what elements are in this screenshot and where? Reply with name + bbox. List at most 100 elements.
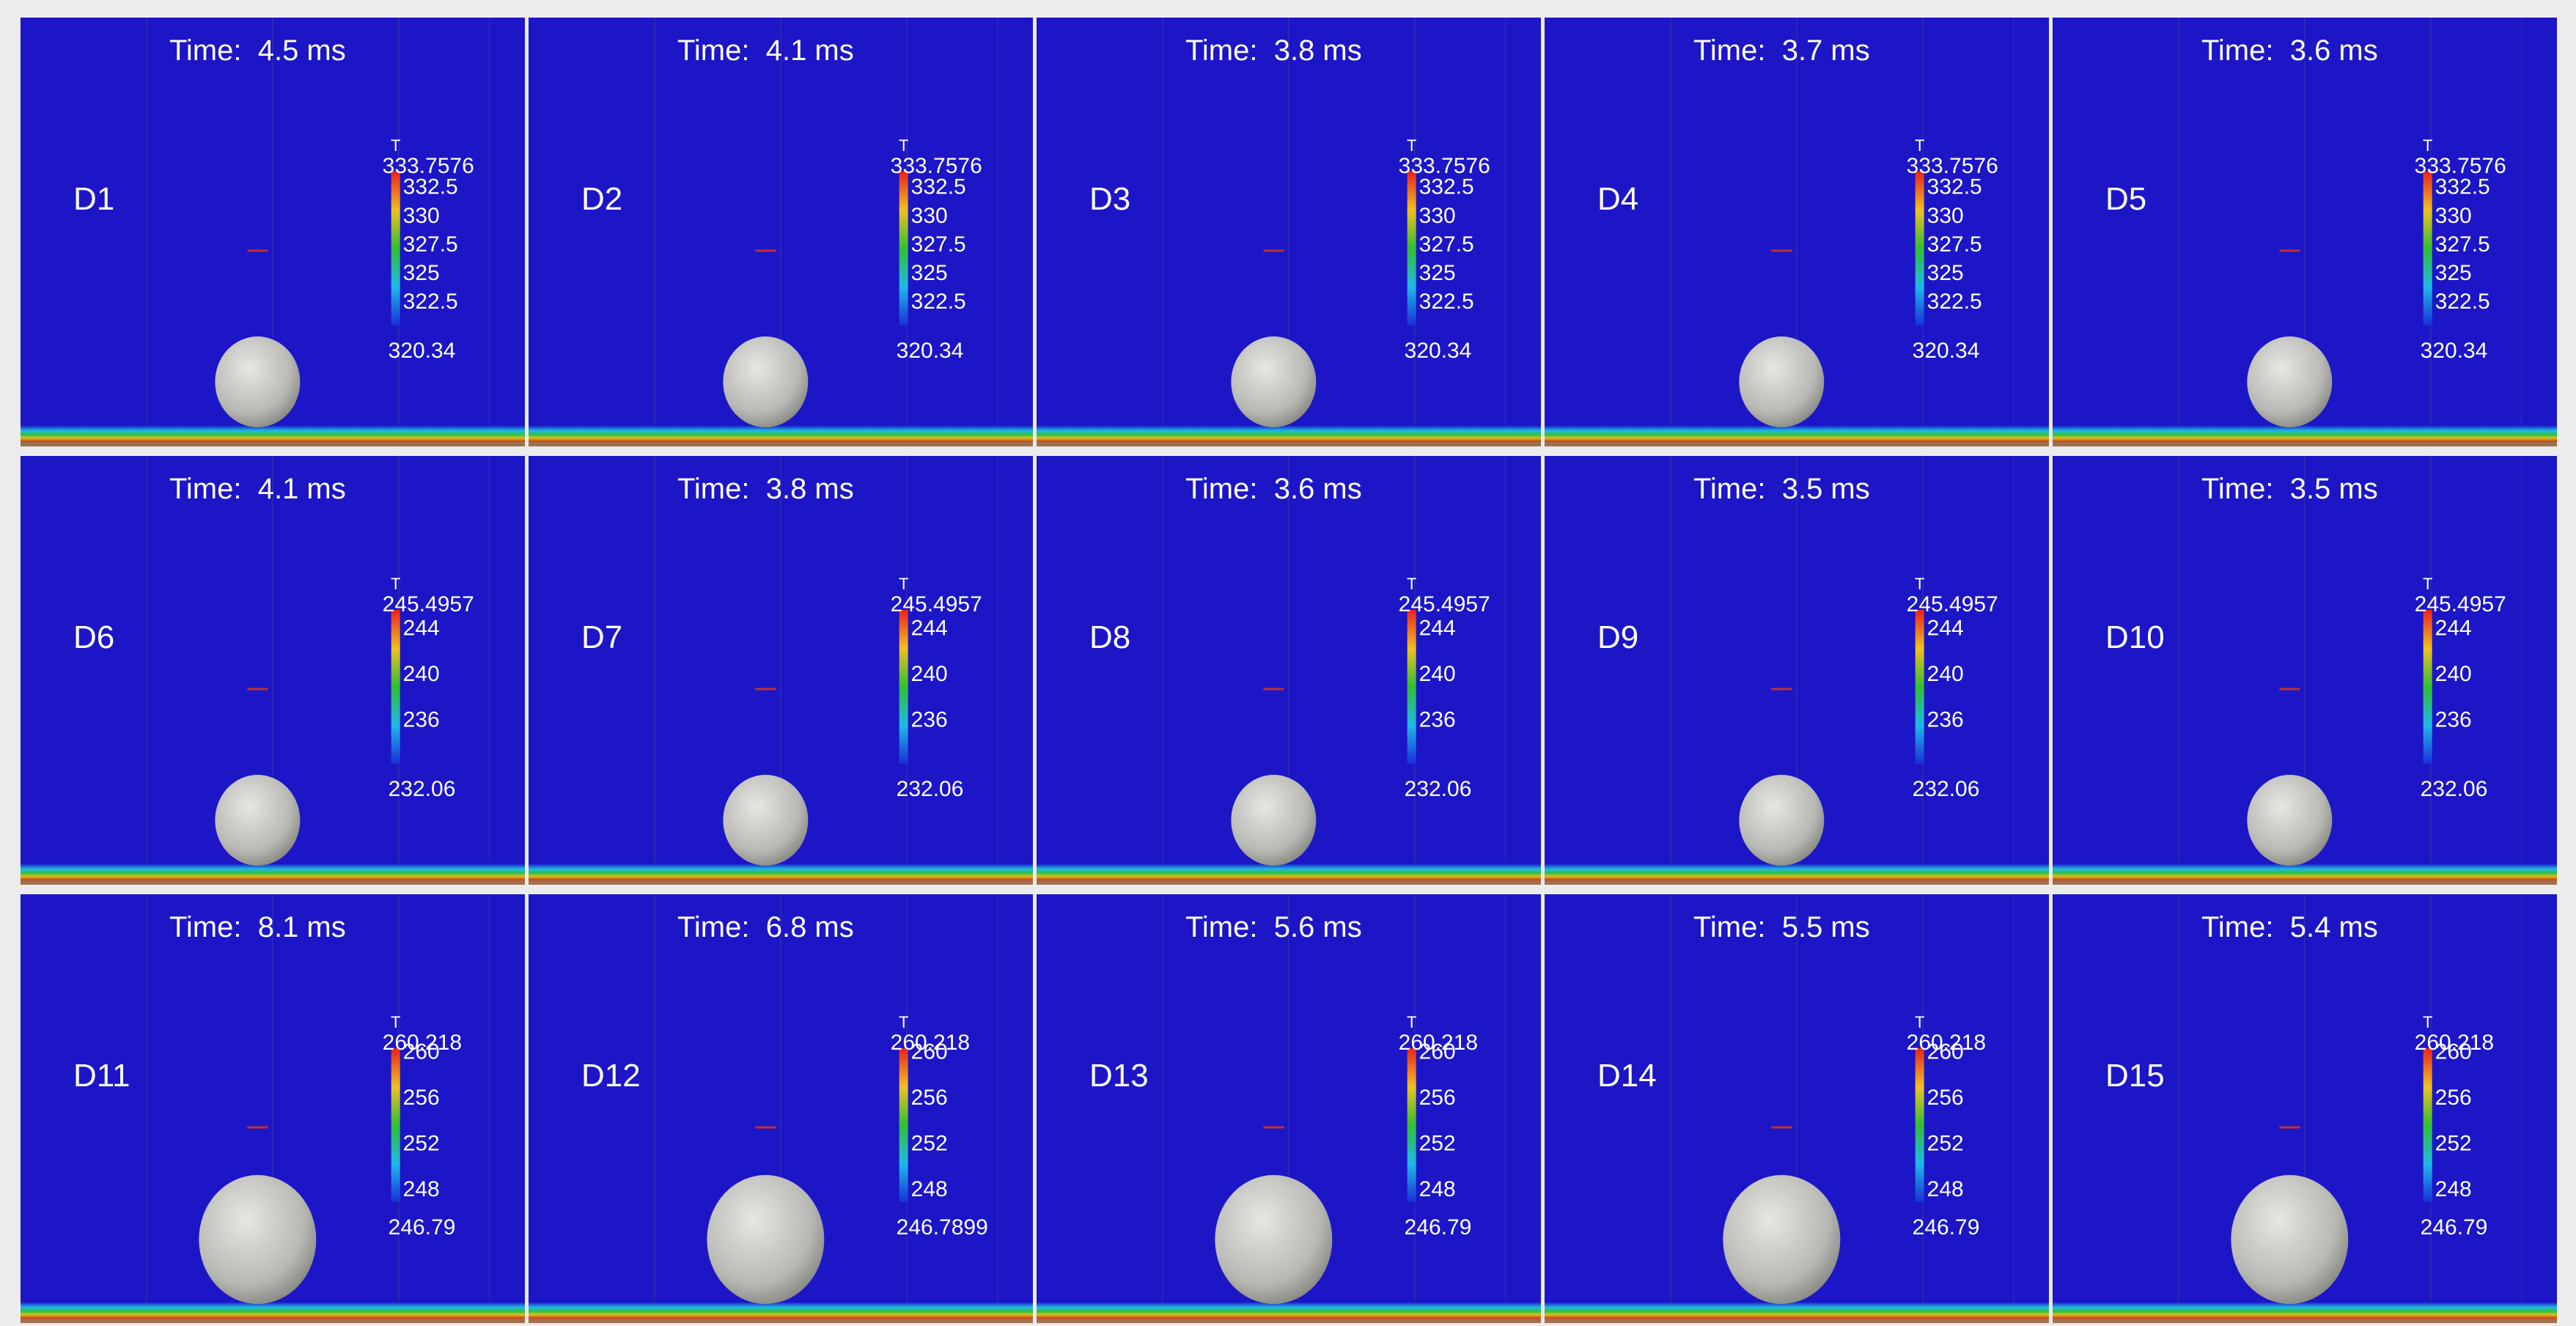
droplet [1739,336,1825,427]
colorbar [1407,610,1416,764]
colorbar-tick-label: 322.5 [403,290,458,314]
colorbar-title: T [899,136,908,155]
time-label: Time: 5.6 ms [1185,911,1362,943]
colorbar-tick-label: 256 [911,1086,948,1110]
colorbar-min: 246.7899 [897,1215,988,1240]
colorbar-title: T [1407,136,1416,155]
colorbar [1915,1048,1924,1202]
case-label: D8 [1089,619,1130,655]
colorbar-min: 246.79 [1405,1215,1472,1240]
substrate [1545,442,2049,446]
substrate [2053,880,2557,885]
colorbar-tick-label: 240 [911,662,948,686]
colorbar [2423,172,2432,325]
colorbar [391,172,400,325]
colorbar-title: T [2423,1013,2432,1031]
droplet [707,1175,825,1304]
substrate [2053,1319,2557,1323]
thermal-layer [1037,1303,1541,1319]
colorbar-max: 260.218 [1907,1031,1986,1055]
colorbar-max: 245.4957 [1907,592,1998,616]
colorbar-max: 333.7576 [1907,154,1998,178]
colorbar-tick-label: 260 [1419,1039,1456,1064]
colorbar-title: T [391,1013,400,1031]
time-label: Time: 3.8 ms [1185,34,1362,67]
colorbar-tick-label: 248 [911,1177,948,1201]
substrate [21,442,525,446]
colorbar-tick-label: 332.5 [1927,175,1982,199]
case-label: D4 [1597,181,1638,217]
colorbar-min: 246.79 [1913,1215,1980,1240]
colorbar [899,610,908,764]
colorbar-title: T [391,136,400,155]
colorbar-tick-label: 325 [1927,261,1964,285]
colorbar-tick-label: 260 [403,1039,440,1064]
colorbar-tick-label: 332.5 [2435,175,2490,199]
colorbar-tick-label: 322.5 [2435,290,2490,314]
thermal-layer [2053,864,2557,880]
droplet [215,775,301,866]
colorbar-min: 320.34 [897,339,964,363]
droplet [723,336,809,427]
droplet [1231,336,1317,427]
colorbar-max: 260.218 [2415,1031,2494,1055]
thermal-layer [529,864,1033,880]
case-label: D7 [581,619,622,655]
colorbar-tick-label: 325 [403,261,440,285]
colorbar-tick-label: 236 [1419,707,1456,732]
colorbar-tick-label: 252 [2435,1132,2472,1156]
substrate [1037,1319,1541,1323]
substrate [2053,442,2557,446]
substrate [529,880,1033,885]
colorbar-tick-label: 327.5 [2435,232,2490,257]
colorbar-tick-label: 325 [1419,261,1456,285]
colorbar-max: 333.7576 [383,154,474,178]
colorbar-tick-label: 244 [911,616,948,640]
substrate [529,1319,1033,1323]
colorbar-title: T [1915,575,1924,593]
colorbar-tick-label: 330 [1419,204,1456,228]
colorbar-tick-label: 260 [1927,1039,1964,1064]
colorbar-min: 232.06 [2421,777,2488,801]
colorbar-tick-label: 248 [2435,1177,2472,1201]
colorbar-tick-label: 322.5 [1419,290,1474,314]
colorbar-tick-label: 332.5 [1419,175,1474,199]
colorbar-tick-label: 327.5 [403,232,458,257]
colorbar-tick-label: 256 [1419,1086,1456,1110]
droplet [199,1175,317,1304]
colorbar-tick-label: 252 [1419,1132,1456,1156]
colorbar-max: 245.4957 [891,592,982,616]
droplet [2231,1175,2349,1304]
colorbar [1407,1048,1416,1202]
colorbar-tick-label: 327.5 [1927,232,1982,257]
droplet [2247,336,2333,427]
colorbar-tick-label: 236 [1927,707,1964,732]
colorbar-min: 232.06 [1913,777,1980,801]
substrate [1037,880,1541,885]
colorbar-tick-label: 327.5 [1419,232,1474,257]
colorbar-tick-label: 240 [1419,662,1456,686]
case-label: D11 [73,1058,130,1094]
colorbar-max: 260.218 [1399,1031,1478,1055]
substrate [1545,880,2049,885]
case-label: D12 [581,1058,641,1094]
droplet [1739,775,1825,866]
time-label: Time: 8.1 ms [169,911,346,943]
colorbar-tick-label: 256 [2435,1086,2472,1110]
thermal-layer [1545,1303,2049,1319]
colorbar-tick-label: 260 [911,1039,948,1064]
colorbar-tick-label: 252 [911,1132,948,1156]
colorbar-tick-label: 256 [403,1086,440,1110]
colorbar-tick-label: 330 [1927,204,1964,228]
colorbar [391,1048,400,1202]
time-label: Time: 3.7 ms [1693,34,1870,67]
colorbar-min: 232.06 [897,777,964,801]
colorbar-tick-label: 248 [1927,1177,1964,1201]
